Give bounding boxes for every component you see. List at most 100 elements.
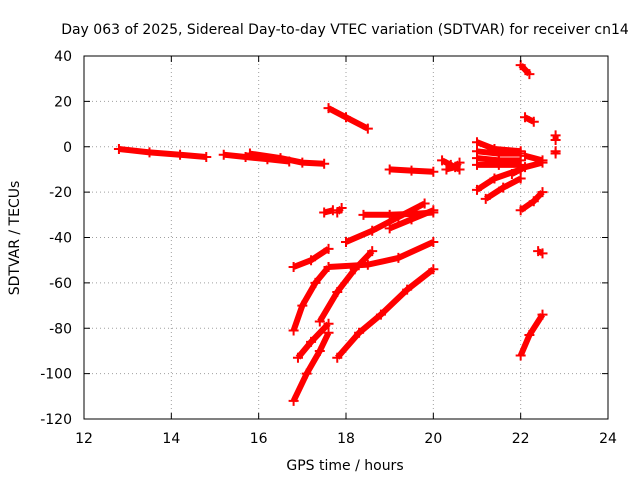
data-point-marker: [520, 162, 531, 173]
data-point-marker: [428, 205, 439, 216]
data-point-marker: [319, 207, 330, 218]
data-point-marker: [520, 150, 531, 161]
series-track-03: [244, 148, 330, 169]
data-point-marker: [533, 246, 544, 257]
data-point-marker: [297, 157, 308, 168]
data-point-marker: [454, 157, 465, 168]
series-track-07: [384, 164, 439, 177]
data-point-marker: [341, 112, 351, 123]
y-tick-label: 0: [63, 140, 72, 156]
series-track-21: [472, 146, 526, 159]
data-point-marker: [537, 248, 548, 259]
data-layer: [113, 60, 561, 406]
data-point-marker: [301, 368, 312, 379]
data-point-marker: [515, 173, 526, 184]
data-point-marker: [349, 264, 360, 275]
data-point-marker: [244, 148, 255, 159]
data-point-marker: [441, 164, 452, 175]
data-point-marker: [323, 318, 334, 329]
data-point-marker: [520, 112, 531, 123]
data-point-marker: [362, 259, 373, 270]
data-point-marker: [537, 187, 548, 198]
y-tick-label: -100: [40, 367, 72, 383]
data-point-marker: [406, 214, 417, 225]
x-tick-label: 16: [250, 431, 268, 447]
data-point-marker: [288, 325, 299, 336]
x-tick-label: 18: [337, 431, 355, 447]
tick-layer: 12 14 16 18 20 22 24 -120 -100 -80 -60 -40 -20 0 20 40: [40, 49, 617, 447]
data-point-marker: [201, 151, 212, 162]
y-tick-label: -60: [49, 276, 72, 292]
data-point-marker: [489, 173, 500, 184]
series-track-11: [288, 243, 334, 272]
data-point-marker: [498, 182, 509, 193]
data-point-marker: [323, 243, 334, 254]
data-point-marker: [428, 264, 439, 275]
data-point-marker: [323, 261, 334, 272]
series-track-27: [515, 60, 535, 80]
x-tick-label: 22: [512, 431, 530, 447]
data-point-marker: [314, 316, 325, 327]
data-point-marker: [550, 148, 561, 159]
x-axis-label: GPS time / hours: [286, 458, 403, 474]
series-trace: [328, 239, 435, 270]
series-track-19: [441, 157, 465, 175]
data-point-marker: [288, 261, 299, 272]
data-point-marker: [472, 137, 482, 148]
data-point-marker: [341, 237, 351, 248]
series-trace: [344, 200, 426, 245]
series-track-32: [533, 246, 548, 259]
y-tick-label: 20: [54, 94, 72, 110]
series-track-14: [314, 246, 378, 327]
data-point-marker: [524, 330, 535, 341]
data-point-marker: [332, 286, 343, 297]
series-track-29: [520, 150, 548, 166]
data-point-marker: [393, 252, 404, 263]
series-track-04: [323, 103, 373, 134]
series-trace: [249, 150, 325, 167]
data-point-marker: [393, 212, 404, 223]
data-point-marker: [524, 69, 535, 80]
data-point-marker: [362, 123, 373, 134]
data-point-marker: [175, 149, 186, 160]
y-tick-label: -20: [49, 185, 72, 201]
series-trace: [118, 146, 207, 160]
x-tick-label: 24: [599, 431, 617, 447]
data-point-marker: [323, 103, 334, 114]
data-point-marker: [314, 345, 325, 356]
data-point-marker: [402, 284, 413, 295]
data-point-marker: [275, 153, 286, 164]
data-point-marker: [437, 155, 448, 166]
data-point-marker: [428, 166, 439, 177]
data-point-marker: [515, 205, 526, 216]
series-track-01: [113, 144, 212, 162]
data-point-marker: [375, 309, 386, 320]
series-trace: [518, 63, 532, 77]
data-point-marker: [306, 255, 317, 266]
series-track-06: [332, 203, 347, 218]
data-point-marker: [323, 327, 334, 338]
data-point-marker: [550, 134, 561, 145]
series-track-15: [332, 264, 439, 363]
series-trace: [290, 265, 331, 332]
data-point-marker: [310, 277, 321, 288]
data-point-marker: [537, 309, 548, 320]
x-tick-label: 20: [424, 431, 442, 447]
data-point-marker: [384, 164, 395, 175]
data-point-marker: [528, 196, 539, 207]
y-tick-label: -80: [49, 321, 72, 337]
data-point-marker: [384, 209, 395, 220]
data-point-marker: [332, 207, 343, 218]
series-track-05: [319, 205, 338, 218]
data-point-marker: [367, 225, 378, 236]
series-track-33: [550, 130, 561, 145]
data-point-marker: [358, 209, 369, 220]
data-point-marker: [144, 147, 155, 158]
data-point-marker: [419, 198, 430, 209]
data-point-marker: [292, 352, 303, 363]
data-point-marker: [515, 350, 526, 361]
data-point-marker: [428, 237, 439, 248]
series-track-13: [288, 261, 334, 336]
